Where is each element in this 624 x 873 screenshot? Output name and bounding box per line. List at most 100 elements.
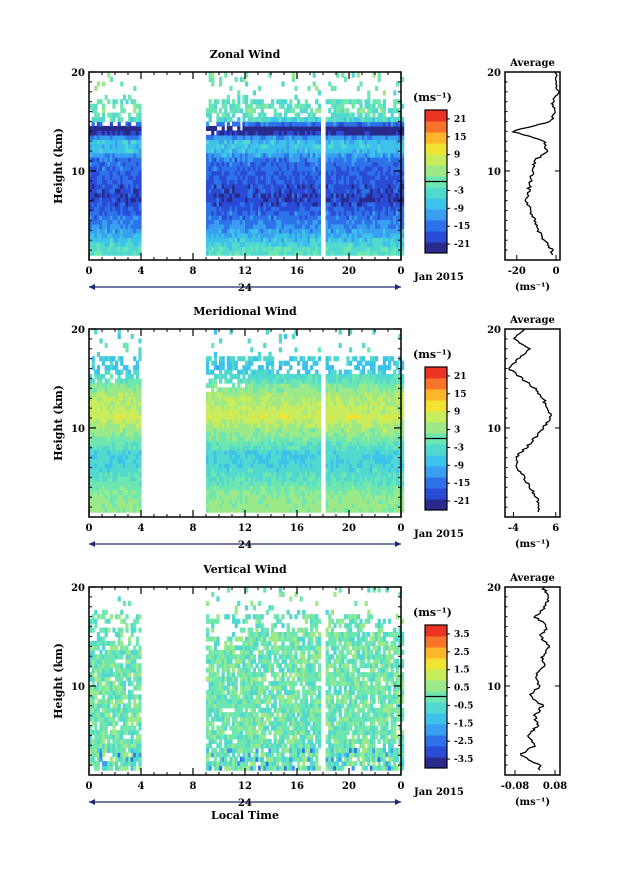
heatmap-cell [219, 166, 223, 172]
heatmap-cell [96, 237, 100, 243]
heatmap-cell [317, 228, 321, 234]
panel1-average-frame [504, 71, 561, 261]
heatmap-cell [109, 250, 113, 256]
heatmap-cell [224, 197, 228, 203]
heatmap-cell [219, 219, 223, 225]
heatmap-cell [109, 237, 113, 243]
heatmap-cell [341, 72, 345, 78]
heatmap-cell [91, 241, 95, 247]
heatmap-cell [206, 179, 210, 185]
heatmap-cell [120, 134, 124, 140]
heatmap-cell [216, 143, 220, 149]
heatmap-cell [237, 143, 241, 149]
heatmap-cell [96, 241, 100, 247]
heatmap-cell [258, 228, 262, 234]
heatmap-cell [252, 161, 256, 167]
heatmap-cell [133, 250, 137, 256]
heatmap-cell [237, 219, 241, 225]
heatmap-cell [115, 188, 119, 194]
heatmap-cell [260, 237, 264, 243]
heatmap-cell [130, 134, 134, 140]
heatmap-cell [91, 157, 95, 163]
heatmap-cell [122, 148, 126, 154]
heatmap-cell [94, 241, 98, 247]
heatmap-cell [102, 161, 106, 167]
heatmap-cell [115, 360, 119, 366]
heatmap-cell [120, 197, 124, 203]
heatmap-cell [89, 139, 93, 145]
heatmap-cell [226, 94, 230, 100]
heatmap-cell [138, 112, 142, 118]
heatmap-cell [135, 219, 139, 225]
heatmap-cell [122, 228, 126, 234]
heatmap-cell [258, 351, 262, 357]
heatmap-cell [281, 81, 285, 87]
heatmap-cell [260, 215, 264, 221]
heatmap-cell [112, 134, 116, 140]
heatmap-cell [247, 152, 251, 158]
heatmap-cell [224, 166, 228, 172]
heatmap-cell [271, 356, 275, 362]
heatmap-cell [252, 210, 256, 216]
heatmap-cell [213, 228, 217, 234]
heatmap-cell [317, 152, 321, 158]
heatmap-cell [102, 374, 106, 380]
heatmap-cell [109, 143, 113, 149]
heatmap-cell [232, 112, 236, 118]
heatmap-cell [109, 232, 113, 238]
heatmap-cell [252, 99, 256, 105]
heatmap-cell [120, 143, 124, 149]
heatmap-cell [252, 188, 256, 194]
heatmap-cell [229, 117, 233, 123]
heatmap-cell [252, 228, 256, 234]
heatmap-cell [250, 179, 254, 185]
heatmap-cell [130, 157, 134, 163]
heatmap-cell [112, 188, 116, 194]
heatmap-cell [247, 215, 251, 221]
heatmap-cell [138, 237, 142, 243]
heatmap-cell [102, 134, 106, 140]
heatmap-cell [120, 356, 124, 362]
heatmap-cell [115, 170, 119, 176]
heatmap-cell [213, 188, 217, 194]
heatmap-cell [242, 206, 246, 212]
heatmap-cell [252, 157, 256, 163]
heatmap-cell [216, 112, 220, 118]
heatmap-cell [138, 103, 142, 109]
heatmap-cell [247, 103, 251, 109]
heatmap-cell [107, 152, 111, 158]
heatmap-cell [130, 183, 134, 189]
heatmap-cell [232, 201, 236, 207]
heatmap-cell [130, 219, 134, 225]
average-profile-line [511, 72, 561, 256]
heatmap-cell [130, 179, 134, 185]
heatmap-cell [226, 134, 230, 140]
heatmap-cell [94, 215, 98, 221]
heatmap-cell [208, 134, 212, 140]
heatmap-cell [232, 170, 236, 176]
heatmap-cell [125, 161, 129, 167]
heatmap-cell [271, 365, 275, 371]
heatmap-cell [122, 161, 126, 167]
heatmap-cell [234, 246, 238, 252]
heatmap-cell [117, 170, 121, 176]
heatmap-cell [242, 246, 246, 252]
heatmap-cell [242, 356, 246, 362]
date-arrow-left-icon [89, 284, 95, 290]
heatmap-cell [216, 99, 220, 105]
heatmap-cell [138, 467, 142, 473]
heatmap-cell [125, 174, 129, 180]
heatmap-cell [242, 374, 246, 380]
heatmap-cell [239, 108, 243, 114]
heatmap-cell [242, 99, 246, 105]
heatmap-cell [208, 170, 212, 176]
heatmap-cell [237, 183, 241, 189]
heatmap-cell [237, 157, 241, 163]
heatmap-cell [216, 130, 220, 136]
heatmap-cell [135, 246, 139, 252]
heatmap-cell [102, 174, 106, 180]
heatmap-cell [312, 112, 316, 118]
heatmap-cell [232, 219, 236, 225]
heatmap-cell [208, 76, 212, 82]
